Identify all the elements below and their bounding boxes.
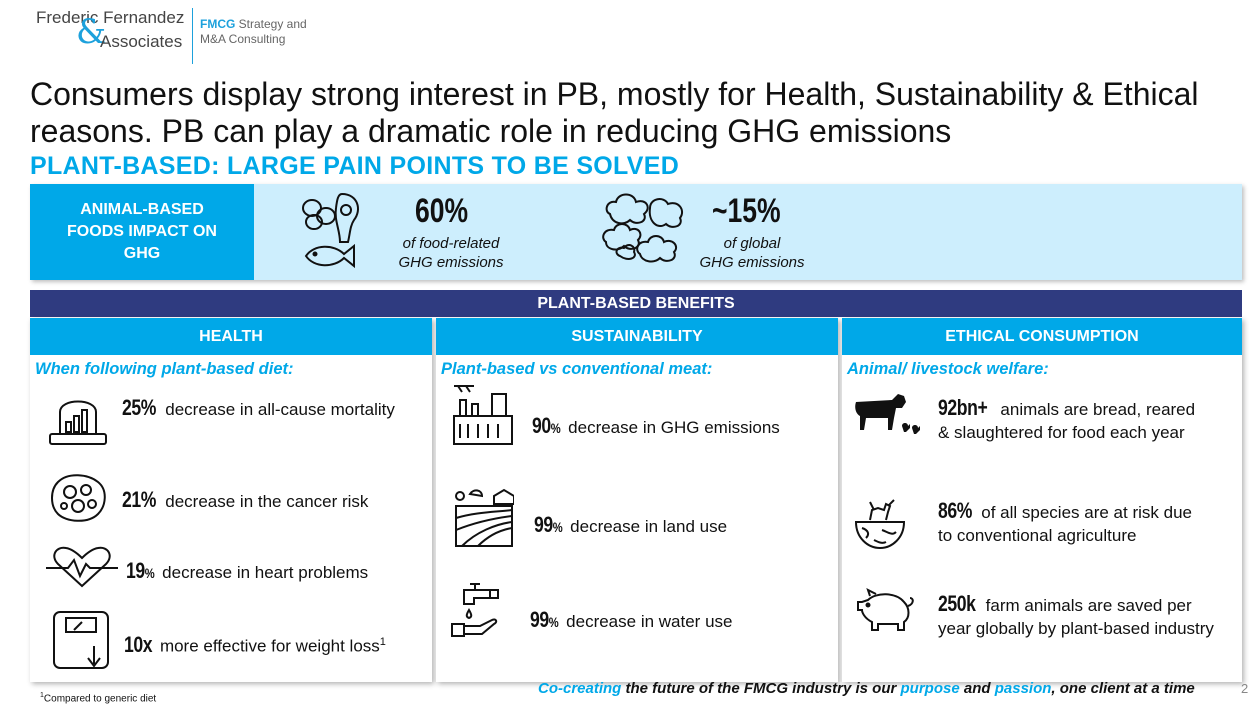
ethical-item-1-num: 92bn+ xyxy=(938,395,988,420)
ethical-heading: ETHICAL CONSUMPTION xyxy=(842,318,1242,355)
logo-name-line1: Frederic Fernandez xyxy=(36,8,185,27)
tagline-highlight-2: purpose xyxy=(900,680,960,697)
section-subtitle: PLANT-BASED: LARGE PAIN POINTS TO BE SOL… xyxy=(30,152,680,180)
health-item-3-num-value: 19 xyxy=(126,558,145,583)
benefits-title-bar: PLANT-BASED BENEFITS xyxy=(30,290,1242,317)
sustainability-heading: SUSTAINABILITY xyxy=(436,318,838,355)
stat-food-ghg-value: 60% xyxy=(415,192,469,230)
health-item-4-footnote: 1 xyxy=(379,636,386,648)
sustainability-item-2-num: 99% xyxy=(534,512,563,539)
sustainability-item-1-text: decrease in GHG emissions xyxy=(563,418,780,437)
health-item-4-num: 10x xyxy=(124,631,153,657)
heart-rate-icon xyxy=(46,546,118,588)
sustainability-item-3-pct: % xyxy=(548,614,559,630)
tagline-highlight-3: passion xyxy=(994,680,1052,697)
sustainability-item-1-num-value: 90 xyxy=(532,413,551,438)
mortality-stats-icon xyxy=(49,400,107,445)
stat-global-ghg-line1: of global xyxy=(723,235,781,252)
stat-global-ghg-line2: GHG emissions xyxy=(699,254,805,271)
tagline-text-3: , one client at a time xyxy=(1051,680,1195,697)
footnote-text: Compared to generic diet xyxy=(43,693,157,705)
animal-food-icon xyxy=(302,192,359,269)
endangered-species-globe-icon xyxy=(854,499,906,550)
weight-scale-icon xyxy=(53,611,109,669)
ethical-intro: Animal/ livestock welfare: xyxy=(847,360,1049,378)
sustainability-column: SUSTAINABILITY Plant-based vs convention… xyxy=(436,318,838,682)
health-item-4-text: more effective for weight loss xyxy=(155,636,380,656)
impact-label: ANIMAL-BASED FOODS IMPACT ON GHG xyxy=(30,184,254,280)
ethical-item-2: 86% of all species are at risk due to co… xyxy=(938,499,1238,547)
ethical-item-2-text: of all species are at risk due xyxy=(976,503,1192,522)
page-number: 2 xyxy=(1241,681,1249,696)
sustainability-item-2-pct: % xyxy=(552,519,563,535)
impact-label-text: ANIMAL-BASED FOODS IMPACT ON GHG xyxy=(67,201,217,262)
health-column: HEALTH When following plant-based diet: … xyxy=(30,318,432,682)
sustainability-item-3: 99% decrease in water use xyxy=(530,608,830,634)
sustainability-item-1-pct: % xyxy=(550,420,561,436)
health-item-3: 19% decrease in heart problems xyxy=(126,559,426,585)
health-item-1: 25% decrease in all-cause mortality xyxy=(122,396,422,421)
health-item-1-num: 25% xyxy=(122,395,157,420)
health-intro: When following plant-based diet: xyxy=(35,360,294,378)
factory-icon xyxy=(453,385,513,445)
ethical-item-3: 250k farm animals are saved per year glo… xyxy=(938,592,1240,640)
stat-global-ghg-value: ~15% xyxy=(712,192,781,230)
sustainability-item-1: 90% decrease in GHG emissions xyxy=(532,414,832,440)
sustainability-item-2: 99% decrease in land use xyxy=(534,513,834,539)
footnote-marker: 1 xyxy=(40,692,44,699)
health-item-2-num: 21% xyxy=(122,487,157,512)
ethical-item-3-num: 250k xyxy=(938,591,976,616)
cancer-cell-icon xyxy=(51,474,106,522)
logo-tag-line2: M&A Consulting xyxy=(200,32,286,46)
footnote: 1Compared to generic diet xyxy=(40,692,156,704)
sustainability-item-2-num-value: 99 xyxy=(534,512,553,537)
logo-divider xyxy=(192,8,193,64)
stat-food-ghg-caption: of food-related GHG emissions xyxy=(390,234,512,272)
ethical-column: ETHICAL CONSUMPTION Animal/ livestock we… xyxy=(842,318,1242,682)
health-item-1-text: decrease in all-cause mortality xyxy=(160,400,395,419)
ethical-item-3-text: farm animals are saved per xyxy=(980,596,1192,615)
health-item-3-num: 19% xyxy=(126,558,155,585)
tagline-highlight-1: Co-creating xyxy=(538,680,622,697)
sustainability-item-2-text: decrease in land use xyxy=(565,517,728,536)
health-item-2: 21% decrease in the cancer risk xyxy=(122,488,422,513)
tagline-text-1: the future of the FMCG industry is our xyxy=(621,680,901,697)
stat-food-ghg-line2: GHG emissions xyxy=(398,254,504,271)
health-item-3-text: decrease in heart problems xyxy=(157,563,369,582)
ethical-item-3-line2: year globally by plant-based industry xyxy=(938,619,1214,638)
ethical-item-1-text: animals are bread, reared xyxy=(995,400,1196,419)
logo-tag-rest: Strategy and xyxy=(235,17,307,31)
health-item-4: 10x more effective for weight loss1 xyxy=(124,631,430,658)
ethical-item-2-line2: to conventional agriculture xyxy=(938,526,1137,545)
stat-food-ghg-line1: of food-related xyxy=(402,235,500,252)
health-item-2-text: decrease in the cancer risk xyxy=(160,492,369,511)
livestock-icon xyxy=(855,394,920,434)
pollution-clouds-icon xyxy=(602,193,684,263)
sustainability-item-3-num: 99% xyxy=(530,607,559,634)
footer-tagline: Co-creating the future of the FMCG indus… xyxy=(538,680,1195,697)
page-title: Consumers display strong interest in PB,… xyxy=(30,76,1199,149)
logo-tag-brand: FMCG xyxy=(200,17,236,31)
farmland-icon xyxy=(455,488,514,547)
sustainability-intro: Plant-based vs conventional meat: xyxy=(441,360,713,378)
water-tap-icon xyxy=(451,583,499,637)
stat-global-ghg-caption: of global GHG emissions xyxy=(690,234,814,272)
sustainability-item-1-num: 90% xyxy=(532,413,561,440)
tagline-text-2: and xyxy=(959,680,995,697)
logo-tagline: FMCG Strategy and M&A Consulting xyxy=(200,17,307,47)
ethical-item-2-num: 86% xyxy=(938,498,973,523)
ethical-item-1: 92bn+ animals are bread, reared & slaugh… xyxy=(938,396,1238,444)
sustainability-item-3-text: decrease in water use xyxy=(561,612,733,631)
health-item-3-pct: % xyxy=(144,565,155,581)
pig-icon xyxy=(857,588,914,631)
logo-name-line2: Associates xyxy=(100,32,183,51)
ethical-item-1-line2: & slaughtered for food each year xyxy=(938,423,1185,442)
sustainability-item-3-num-value: 99 xyxy=(530,607,549,632)
health-heading: HEALTH xyxy=(30,318,432,355)
